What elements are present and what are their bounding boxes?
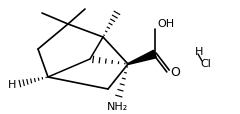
- Text: OH: OH: [157, 19, 174, 29]
- Text: H: H: [195, 47, 203, 57]
- Text: H: H: [8, 79, 16, 89]
- Polygon shape: [128, 51, 156, 65]
- Text: NH₂: NH₂: [107, 101, 129, 111]
- Text: Cl: Cl: [200, 58, 211, 68]
- Text: O: O: [170, 65, 180, 78]
